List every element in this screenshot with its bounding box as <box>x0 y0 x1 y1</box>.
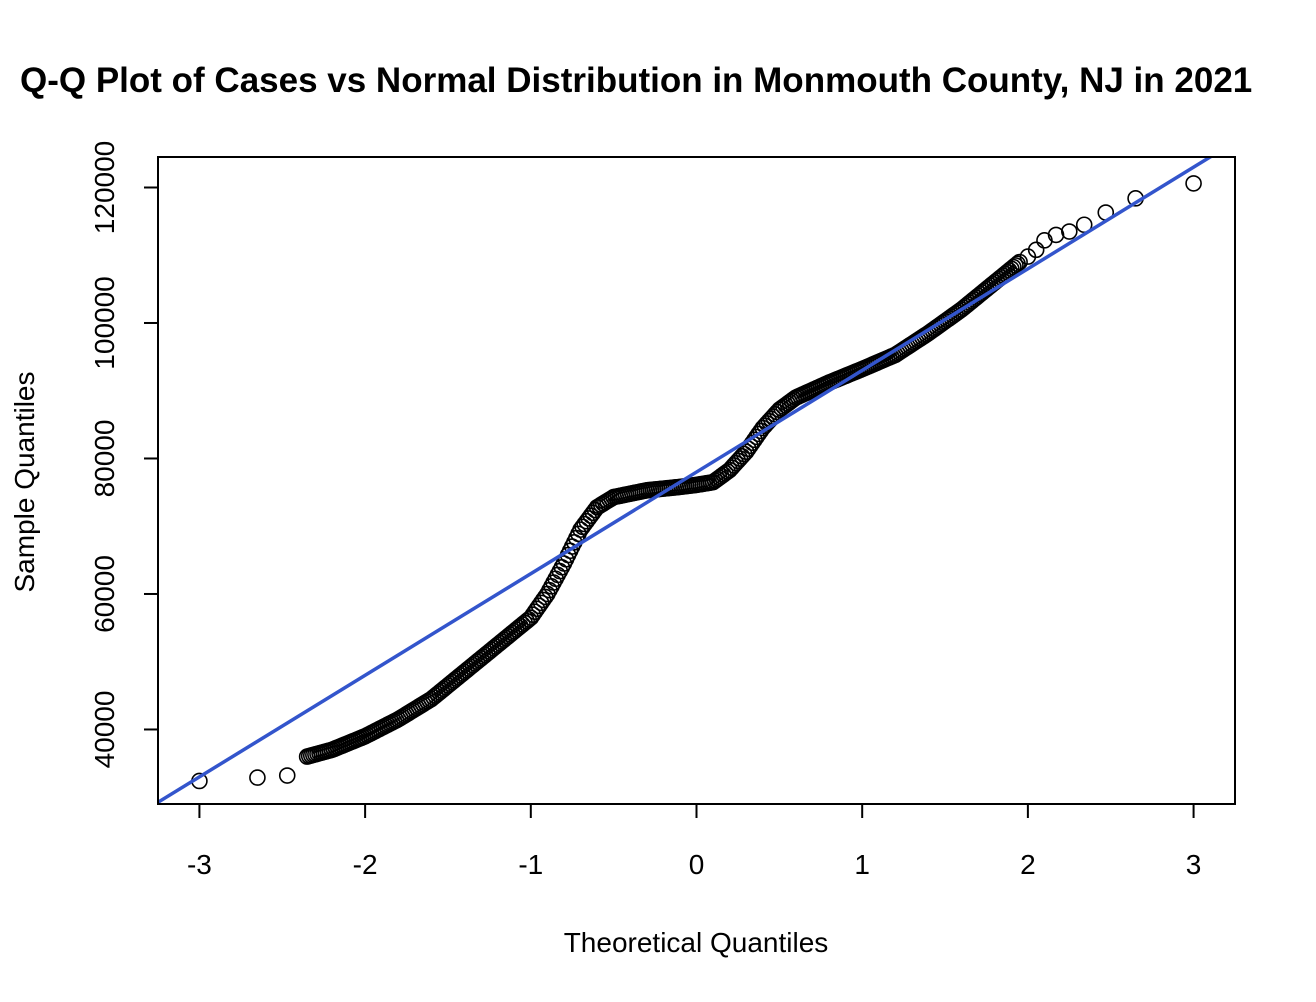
y-tick-label: 40000 <box>89 691 120 769</box>
data-point <box>735 445 753 463</box>
y-tick-label: 60000 <box>89 555 120 633</box>
x-tick-label: -3 <box>187 849 212 880</box>
data-point <box>1007 257 1024 274</box>
data-point <box>518 612 535 630</box>
data-point <box>1061 223 1078 240</box>
data-point <box>1047 226 1065 244</box>
x-axis-title: Theoretical Quantiles <box>564 927 829 958</box>
data-point <box>1036 232 1053 249</box>
data-point <box>578 512 596 530</box>
reference-line <box>158 157 1214 804</box>
data-point <box>572 521 589 538</box>
data-points <box>191 175 1202 790</box>
data-point <box>580 510 598 527</box>
data-point <box>1185 175 1202 192</box>
y-axis-title: Sample Quantiles <box>9 371 40 592</box>
data-point <box>1011 253 1028 271</box>
data-point <box>574 518 591 536</box>
data-point <box>278 767 296 784</box>
chart-title: Q-Q Plot of Cases vs Normal Distribution… <box>20 61 1252 100</box>
data-point <box>1027 241 1045 259</box>
data-point <box>1005 258 1022 276</box>
x-tick-label: 3 <box>1186 849 1202 880</box>
x-tick-label: 2 <box>1020 849 1036 880</box>
data-point <box>582 507 600 524</box>
x-tick-label: -1 <box>518 849 543 880</box>
y-tick-label: 120000 <box>89 141 120 234</box>
data-point <box>576 515 593 533</box>
x-tick-label: -2 <box>353 849 378 880</box>
reference-line-group <box>158 157 1214 804</box>
data-point <box>719 463 736 480</box>
plot-frame <box>157 156 1236 805</box>
data-point <box>249 769 266 786</box>
y-tick-label: 80000 <box>89 420 120 498</box>
data-point <box>586 501 604 519</box>
x-tick-label: 1 <box>854 849 870 880</box>
y-tick-label: 100000 <box>89 276 120 369</box>
x-tick-label: 0 <box>689 849 705 880</box>
